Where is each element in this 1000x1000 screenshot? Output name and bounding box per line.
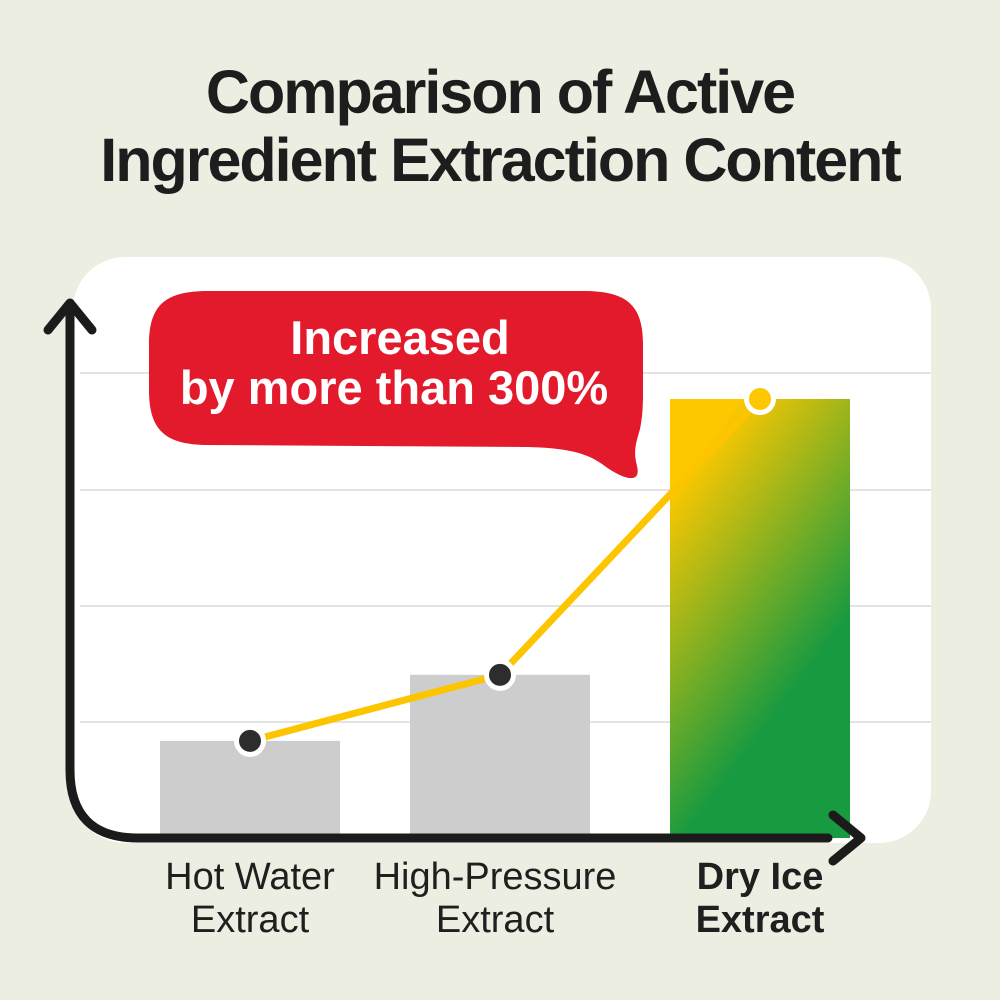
bar-high-pressure-extract	[410, 674, 590, 838]
data-point-high-pressure-extract	[484, 658, 516, 691]
axis-line	[65, 307, 833, 843]
speech-bubble	[149, 291, 643, 479]
bubble-text-line2: by more than 300%	[180, 361, 608, 414]
x-label-hot-water-extract: Hot Water Extract	[165, 856, 335, 941]
bar-hot-water-extract	[160, 740, 340, 838]
x-axis-arrow-icon	[828, 810, 866, 866]
data-points-group	[234, 383, 776, 757]
x-label-high-pressure-extract: High-Pressure Extract	[373, 856, 617, 941]
y-axis-arrow-icon	[43, 298, 97, 335]
page-title: Comparison of Active Ingredient Extractio…	[0, 58, 1000, 195]
bar-dry-ice-extract	[670, 399, 850, 838]
data-point-dry-ice-extract	[744, 383, 776, 415]
x-label-dry-ice-extract: Dry Ice Extract	[695, 856, 825, 941]
bars-group	[160, 399, 850, 838]
bubble-text-line1: Increased	[290, 311, 509, 364]
title-line-2: Ingredient Extraction Content	[100, 126, 901, 195]
title-line-1: Comparison of Active	[205, 58, 796, 126]
data-point-hot-water-extract	[234, 724, 266, 757]
